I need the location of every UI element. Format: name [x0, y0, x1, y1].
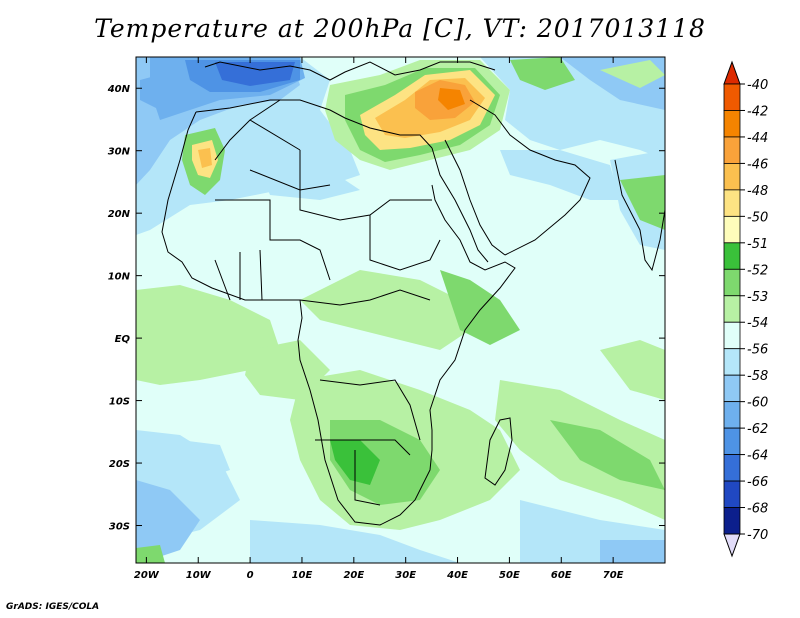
colorbar-box: [723, 348, 741, 376]
temperature-field: [136, 57, 665, 563]
colorbar-box: [723, 401, 741, 429]
plot-frame: [135, 56, 666, 564]
colorbar-box: [723, 295, 741, 323]
lat-tick-label: 40N: [107, 84, 131, 95]
colorbar-box: [723, 83, 741, 111]
colorbar-label: -42: [747, 104, 768, 119]
lon-tick-label: 70E: [603, 570, 624, 581]
colorbar-box: [723, 427, 741, 455]
colorbar: -40 -42 -44 -46 -48 -50 -51 -52 -53 -54 -56 -58 -60 -…: [723, 60, 768, 558]
chart-title: Temperature at 200hPa [C], VT: 201701311…: [94, 14, 706, 43]
colorbar-label: -46: [747, 157, 768, 172]
lon-tick-label: 20E: [343, 570, 364, 581]
lat-tick-label: EQ: [115, 334, 131, 345]
lat-tick-label: 10N: [108, 272, 131, 283]
lon-tick-label: 10W: [186, 570, 212, 581]
colorbar-box: [723, 189, 741, 217]
colorbar-label: -70: [747, 528, 768, 543]
colorbar-label: -66: [747, 475, 768, 490]
lat-tick-label: 30N: [108, 147, 131, 158]
lon-tick-label: 60E: [551, 570, 572, 581]
lat-tick-label: 10S: [109, 397, 130, 408]
colorbar-label: -54: [747, 316, 768, 331]
colorbar-box: [723, 242, 741, 270]
lon-tick-label: 30E: [395, 570, 416, 581]
credit-text: GrADS: IGES/COLA: [6, 602, 100, 612]
colorbar-box: [723, 374, 741, 403]
colorbar-top-triangle: [723, 60, 741, 85]
lon-tick-label: 50E: [499, 570, 520, 581]
lon-tick-labels: 20W 10W 0 10E 20E 30E 40E 50E 60E 70E: [134, 570, 624, 581]
colorbar-box: [723, 480, 741, 508]
lon-tick-label: 20W: [134, 570, 160, 581]
colorbar-box: [723, 454, 741, 482]
colorbar-box: [723, 268, 741, 297]
colorbar-label: -48: [747, 184, 768, 199]
colorbar-label: -60: [747, 396, 768, 411]
colorbar-label: -51: [747, 237, 768, 252]
lat-tick-labels: 40N 30N 20N 10N EQ 10S 20S 30S: [107, 84, 131, 532]
colorbar-box: [723, 321, 741, 350]
colorbar-label: -58: [747, 369, 768, 384]
colorbar-label: -40: [747, 78, 768, 93]
colorbar-label: -52: [747, 263, 768, 278]
lon-tick-label: 0: [247, 570, 254, 581]
lat-tick-label: 30S: [109, 522, 130, 533]
lon-tick-label: 40E: [446, 570, 468, 581]
colorbar-box: [723, 507, 741, 535]
colorbar-box: [723, 136, 741, 164]
lat-tick-label: 20S: [109, 459, 130, 470]
colorbar-box: [723, 215, 741, 244]
colorbar-label: -62: [747, 422, 768, 437]
colorbar-bottom-triangle: [723, 533, 741, 558]
lat-tick-label: 20N: [108, 209, 131, 220]
colorbar-box: [723, 110, 741, 138]
colorbar-box: [723, 163, 741, 191]
colorbar-label: -50: [747, 210, 768, 225]
colorbar-label: -68: [747, 502, 768, 517]
lon-tick-label: 10E: [292, 570, 313, 581]
colorbar-label: -44: [747, 131, 768, 146]
colorbar-label: -64: [747, 449, 768, 464]
colorbar-label: -56: [747, 343, 768, 358]
colorbar-label: -53: [747, 290, 768, 305]
axis-ticks: [136, 57, 665, 563]
coastlines: [161, 61, 665, 526]
